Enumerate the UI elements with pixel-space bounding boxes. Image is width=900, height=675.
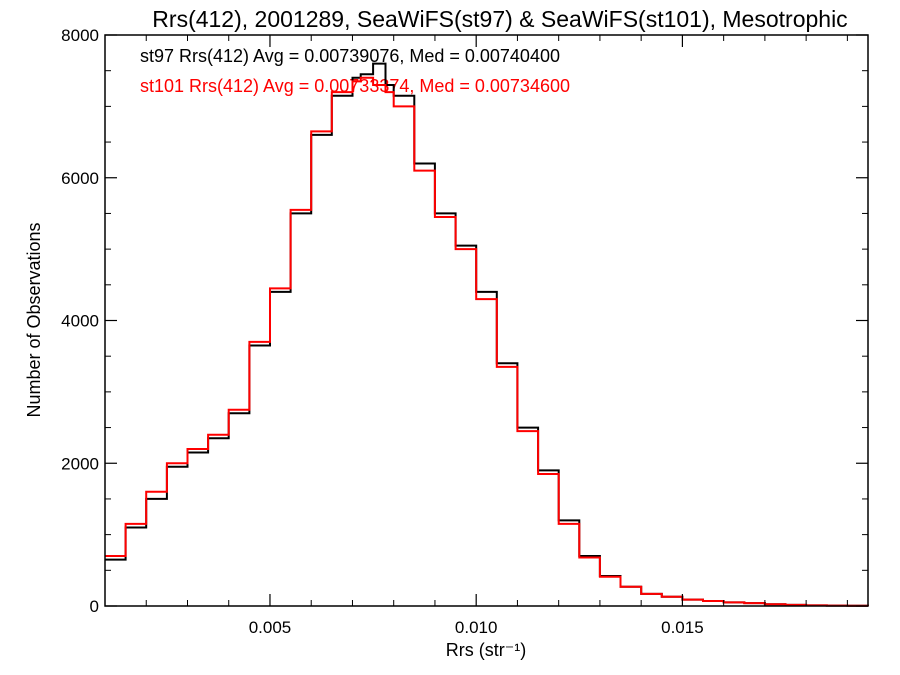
series-layer	[105, 62, 869, 607]
x-tick-label: 0.010	[455, 618, 498, 637]
x-tick-label: 0.005	[249, 618, 292, 637]
annotation-st97: st97 Rrs(412) Avg = 0.00739076, Med = 0.…	[140, 46, 560, 66]
plot-area: 0 2000 4000 6000 8000 0.005 0.010 0.015	[61, 26, 869, 637]
series-line-st101	[105, 76, 869, 607]
annotation-st101: st101 Rrs(412) Avg = 0.00733374, Med = 0…	[140, 76, 570, 96]
plot-frame	[104, 34, 869, 607]
series-line-st97	[105, 62, 869, 607]
chart-title: Rrs(412), 2001289, SeaWiFS(st97) & SeaWi…	[152, 6, 847, 32]
y-tick-label: 0	[90, 597, 99, 616]
y-tick-label: 8000	[61, 26, 99, 45]
y-axis-label: Number of Observations	[24, 222, 44, 417]
y-tick-label: 2000	[61, 454, 99, 473]
ticks-layer: 0 2000 4000 6000 8000 0.005 0.010 0.015	[61, 26, 868, 637]
x-tick-label: 0.015	[661, 618, 704, 637]
y-tick-label: 4000	[61, 312, 99, 331]
y-tick-label: 6000	[61, 169, 99, 188]
x-axis-label: Rrs (str⁻¹)	[446, 640, 526, 660]
